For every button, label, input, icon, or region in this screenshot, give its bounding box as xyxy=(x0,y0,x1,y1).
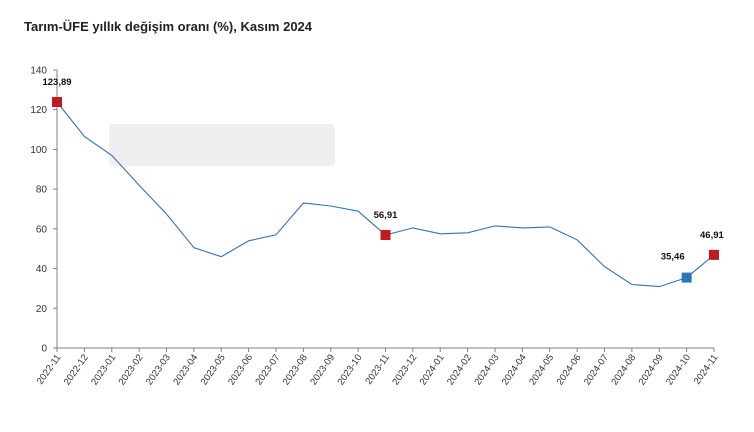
x-tick-label: 2023-11 xyxy=(363,352,392,386)
data-label: 56,91 xyxy=(374,210,398,221)
data-label: 123,89 xyxy=(42,77,71,88)
data-label: 35,46 xyxy=(661,252,685,263)
x-tick-label: 2024-04 xyxy=(500,352,529,387)
x-tick-label: 2024-03 xyxy=(472,352,501,387)
y-tick-label: 120 xyxy=(30,105,47,116)
y-tick-label: 0 xyxy=(41,344,47,355)
x-tick-label: 2023-03 xyxy=(144,352,173,387)
x-tick-label: 2024-09 xyxy=(637,352,666,387)
x-tick-label: 2024-06 xyxy=(555,352,584,387)
highlight-marker xyxy=(52,96,62,107)
x-tick-label: 2023-05 xyxy=(199,352,228,387)
x-tick-label: 2024-08 xyxy=(609,352,638,387)
x-tick-label: 2023-08 xyxy=(281,352,310,387)
x-tick-label: 2023-06 xyxy=(226,352,255,387)
x-tick-label: 2024-10 xyxy=(664,352,693,387)
highlight-marker xyxy=(380,229,391,240)
highlight-marker xyxy=(709,249,719,260)
data-label: 46,91 xyxy=(700,230,724,241)
x-tick-label: 2024-02 xyxy=(445,352,474,387)
x-tick-label: 2023-09 xyxy=(308,352,337,387)
y-tick-label: 60 xyxy=(36,224,48,235)
overlay-box xyxy=(109,124,335,166)
chart-title: Tarım-ÜFE yıllık değişim oranı (%), Kası… xyxy=(24,19,313,34)
y-tick-label: 140 xyxy=(30,66,47,77)
x-tick-label: 2024-01 xyxy=(418,352,447,387)
x-tick-label: 2023-10 xyxy=(336,352,365,387)
x-tick-label: 2023-07 xyxy=(253,352,282,387)
x-tick-label: 2024-07 xyxy=(582,352,611,387)
highlight-marker xyxy=(681,272,692,283)
x-tick-label: 2023-02 xyxy=(117,352,146,387)
x-tick-label: 2024-11 xyxy=(692,352,721,386)
y-tick-label: 80 xyxy=(36,185,48,196)
x-tick-label: 2023-04 xyxy=(171,352,200,387)
y-tick-label: 40 xyxy=(36,264,48,275)
x-tick-label: 2023-01 xyxy=(89,352,118,387)
x-tick-label: 2022-12 xyxy=(62,352,91,387)
y-tick-label: 100 xyxy=(30,145,47,156)
x-tick-label: 2024-05 xyxy=(527,352,556,387)
x-tick-label: 2022-11 xyxy=(35,352,64,386)
x-tick-label: 2023-12 xyxy=(390,352,419,387)
y-tick-label: 20 xyxy=(36,304,48,315)
